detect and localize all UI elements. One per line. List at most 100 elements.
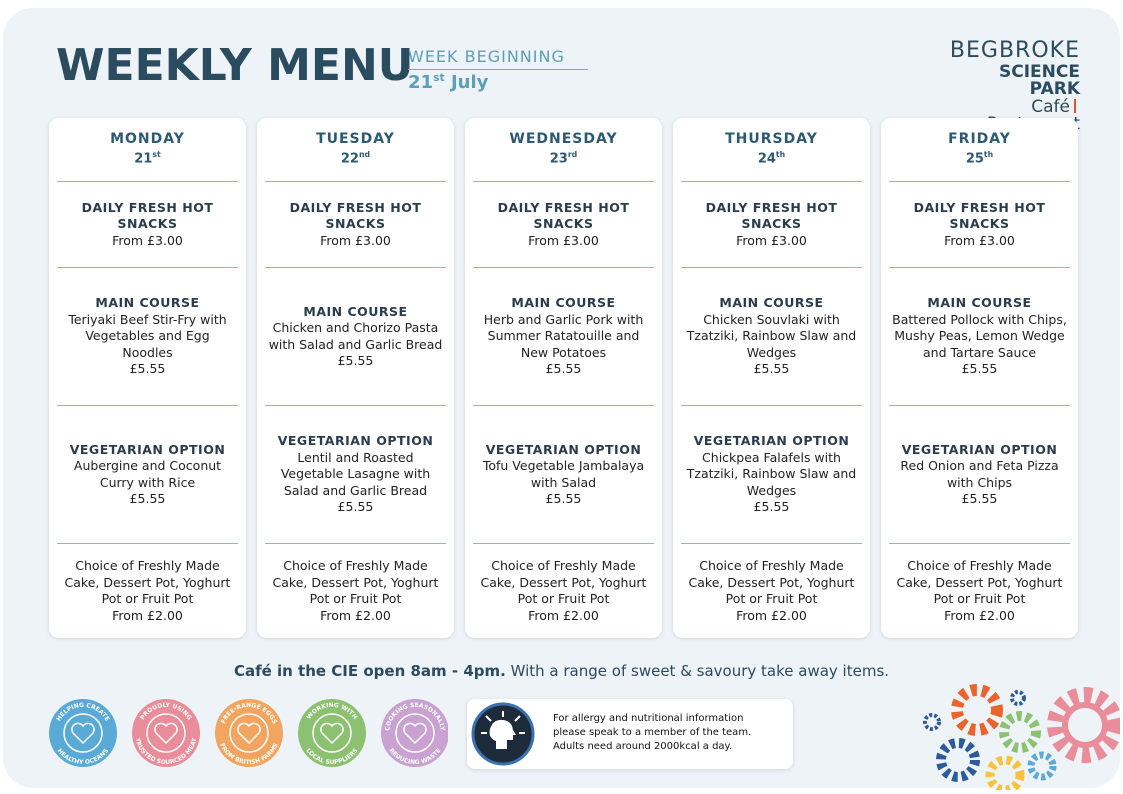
cafe-note: Café in the CIE open 8am - 4pm. With a r… [0,662,1123,680]
price: From £2.00 [320,607,391,623]
logo-line: SCIENCE PARK [999,62,1080,99]
price: £5.55 [129,491,166,506]
menu-section: Choice of Freshly Made Cake, Dessert Pot… [681,544,862,638]
menu-section: MAIN COURSE Battered Pollock with Chips, … [889,268,1070,406]
price: From £3.00 [944,232,1015,248]
dish-text: Chicken and Chorizo Pasta with Salad and… [268,320,443,352]
price: From £2.00 [112,607,183,623]
menu-section: VEGETARIAN OPTION Chickpea Falafels with … [681,406,862,544]
allergy-text: For allergy and nutritional information p… [553,712,751,754]
dish-text: Choice of Freshly Made Cake, Dessert Pot… [272,558,439,606]
menu-section: VEGETARIAN OPTION Tofu Vegetable Jambalay… [473,406,654,544]
section-title: VEGETARIAN OPTION [277,433,434,449]
menu-section: DAILY FRESH HOT SNACKS From £3.00 [681,182,862,268]
dish-text: Chickpea Falafels with Tzatziki, Rainbow… [686,449,857,498]
week-date: 21st July [408,71,488,93]
section-title: VEGETARIAN OPTION [69,441,226,457]
menu-section: MAIN COURSE Teriyaki Beef Stir-Fry with V… [57,268,238,406]
price: £5.55 [545,361,582,377]
day-card: WEDNESDAY 23rd DAILY FRESH HOT SNACKS From … [465,118,662,638]
day-card: TUESDAY 22nd DAILY FRESH HOT SNACKS From £3… [257,118,454,638]
day-number: 24 [757,151,776,167]
logo-line: BEGBROKE [949,38,1080,63]
allergy-line: For allergy and nutritional information [553,713,744,724]
cafe-hours: Café in the CIE open 8am - 4pm. [233,662,506,680]
day-date: 21st [134,147,160,168]
section-title: DAILY FRESH HOT SNACKS [497,199,630,232]
day-name: MONDAY [110,130,185,147]
section-title: MAIN COURSE [927,295,1032,311]
badge-circle [132,699,200,767]
price: £5.55 [545,491,582,506]
dish-text: Choice of Freshly Made Cake, Dessert Pot… [480,558,647,606]
price: £5.55 [753,361,790,377]
section-title: DAILY FRESH HOT SNACKS [705,199,838,232]
badge-inner [63,713,103,753]
day-suffix: nd [358,150,371,160]
price: From £3.00 [320,232,391,248]
day-suffix: rd [567,150,578,160]
menu-title: WEEKLY MENU [56,40,414,91]
section-title: DAILY FRESH HOT SNACKS [81,199,214,232]
week-suffix: st [433,71,445,84]
dish-text: Red Onion and Feta Pizza with Chips [900,458,1059,490]
badge-icon [403,722,427,745]
price: From £3.00 [736,232,807,248]
day-suffix: th [983,150,994,160]
badge-inner [229,713,269,753]
price: £5.55 [337,499,374,515]
badge-icon [154,722,178,745]
section-title: DAILY FRESH HOT SNACKS [289,199,422,232]
price: £5.55 [337,353,374,368]
day-number: 21 [134,151,153,167]
logo-separator [1074,99,1076,113]
badge-circle [49,699,117,767]
day-date: 25th [966,147,993,168]
section-title: VEGETARIAN OPTION [693,433,850,449]
cafe-desc: With a range of sweet & savoury take awa… [510,662,890,680]
price: £5.55 [753,499,790,515]
allergy-line: please speak to a member of the team. [553,727,752,738]
section-title: MAIN COURSE [303,303,408,319]
day-header: TUESDAY 22nd [265,118,446,182]
badge-inner [395,713,435,753]
menu-section: Choice of Freshly Made Cake, Dessert Pot… [57,544,238,638]
badge-inner [146,713,186,753]
dish-text: Lentil and Roasted Vegetable Lasagne wit… [280,449,431,498]
price: £5.55 [129,361,166,377]
badge-circle [215,699,283,767]
day-suffix: st [152,150,161,160]
day-date: 24th [758,147,785,168]
week-day: 21 [408,72,434,93]
menu-section: Choice of Freshly Made Cake, Dessert Pot… [473,544,654,638]
price: £5.55 [961,361,998,377]
badge-icon [237,722,261,745]
menu-section: DAILY FRESH HOT SNACKS From £3.00 [57,182,238,268]
allergy-line: Adults need around 2000kcal a day. [553,741,733,752]
section-title: MAIN COURSE [719,295,824,311]
price: £5.55 [961,491,998,506]
section-title: DAILY FRESH HOT SNACKS [913,199,1046,232]
price: From £2.00 [528,607,599,623]
day-header: WEDNESDAY 23rd [473,118,654,182]
allergy-icon [471,702,535,766]
day-date: 23rd [550,147,578,168]
menu-section: MAIN COURSE Chicken and Chorizo Pasta wit… [265,268,446,406]
section-title: MAIN COURSE [511,295,616,311]
badge-icon [320,722,344,745]
dish-text: Choice of Freshly Made Cake, Dessert Pot… [688,558,855,606]
section-title: MAIN COURSE [95,295,200,311]
day-suffix: th [775,150,786,160]
dish-text: Herb and Garlic Pork with Summer Ratatou… [483,311,644,360]
dish-text: Chicken Souvlaki with Tzatziki, Rainbow … [686,311,857,360]
week-label: WEEK BEGINNING [408,47,588,70]
menu-section: DAILY FRESH HOT SNACKS From £3.00 [473,182,654,268]
badge-circle [381,699,448,767]
menu-section: VEGETARIAN OPTION Aubergine and Coconut C… [57,406,238,544]
day-card: MONDAY 21st DAILY FRESH HOT SNACKS From £3.… [49,118,246,638]
menu-section: DAILY FRESH HOT SNACKS From £3.00 [265,182,446,268]
dish-text: Tofu Vegetable Jambalaya with Salad [482,458,645,490]
price: From £2.00 [736,607,807,623]
dish-text: Teriyaki Beef Stir-Fry with Vegetables a… [68,311,227,360]
